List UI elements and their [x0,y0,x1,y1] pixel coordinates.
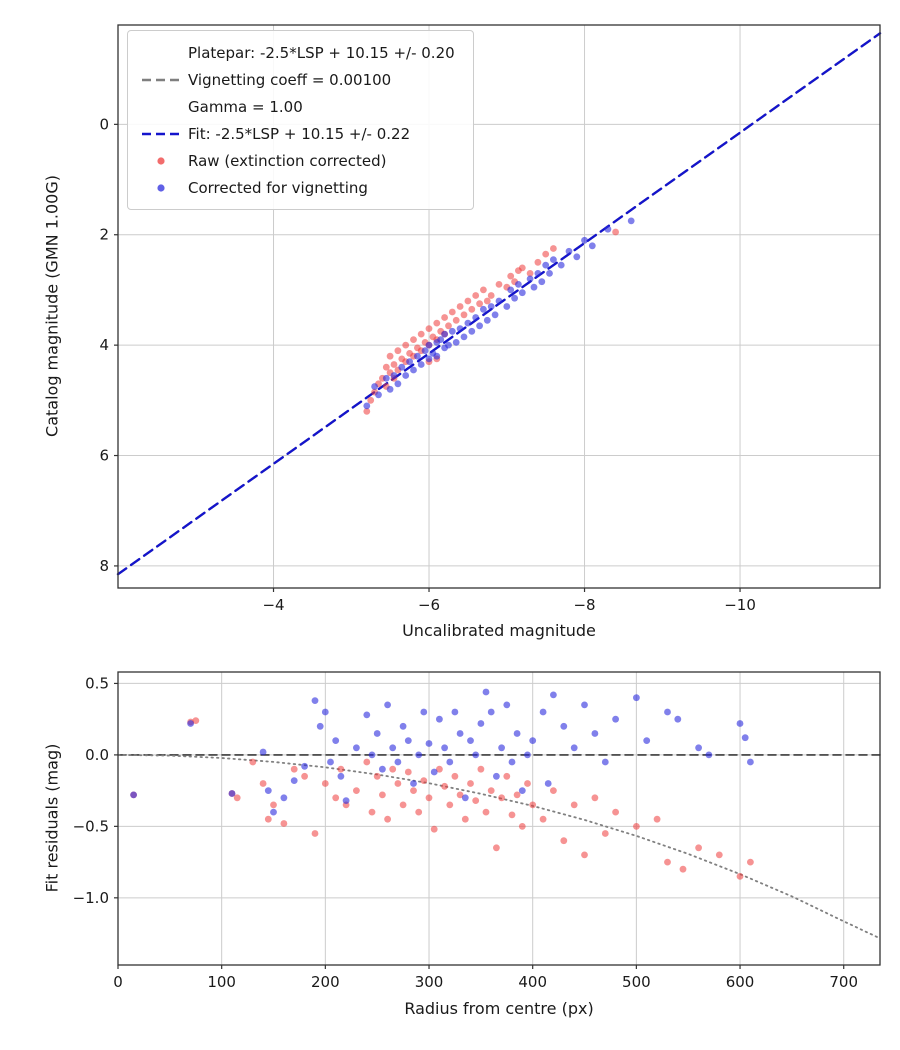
legend-row-platepar: Platepar: -2.5*LSP + 10.15 +/- 0.20 [138,39,455,66]
bottom-plot-xlabel: Radius from centre (px) [404,999,594,1018]
svg-text:4: 4 [99,336,109,354]
svg-text:−8: −8 [573,596,595,614]
red-dot-marker-icon [138,155,184,167]
svg-text:6: 6 [99,447,109,465]
vignetting-corrected-points [363,217,635,410]
svg-text:700: 700 [829,973,858,991]
tick-labels: −4 −6 −8 −10 0 2 4 6 8 [99,115,755,614]
blue-dashed-line-icon [138,128,184,140]
svg-text:500: 500 [622,973,651,991]
legend-label: Corrected for vignetting [188,178,368,197]
raw-points [363,228,619,415]
legend-label: Vignetting coeff = 0.00100 [188,70,392,89]
top-plot-ylabel: Catalog magnitude (GMN 1.00G) [42,175,62,437]
legend-row-fit: Fit: -2.5*LSP + 10.15 +/- 0.22 [138,120,455,147]
legend-label: Platepar: -2.5*LSP + 10.15 +/- 0.20 [188,43,455,62]
svg-text:0.0: 0.0 [85,746,109,764]
blue-dot-marker-icon [138,182,184,194]
svg-text:−10: −10 [724,596,756,614]
axes-spines [117,24,881,589]
svg-text:−6: −6 [418,596,440,614]
legend-row-gamma: Gamma = 1.00 [138,93,455,120]
svg-text:−0.5: −0.5 [73,817,109,835]
svg-text:0: 0 [99,115,109,133]
svg-text:200: 200 [311,973,340,991]
tick-labels: 0 100 200 300 400 500 600 700 0.5 0.0 −0.5 −1.0 [73,674,858,991]
legend-label: Raw (extinction corrected) [188,151,387,170]
plot-0: −4 −6 −8 −10 0 2 4 6 8 [99,24,882,614]
svg-text:−1.0: −1.0 [73,889,109,907]
svg-text:400: 400 [518,973,547,991]
corrected-residual-points [130,688,754,816]
legend-row-vignetting-coeff: Vignetting coeff = 0.00100 [138,66,455,93]
svg-text:−4: −4 [262,596,284,614]
gray-dashed-line-icon [138,74,184,86]
svg-text:0.5: 0.5 [85,674,109,692]
svg-text:600: 600 [726,973,755,991]
plot-1: 0 100 200 300 400 500 600 700 0.5 0.0 −0.5 −1.0 [73,671,881,991]
svg-text:300: 300 [415,973,444,991]
svg-text:100: 100 [207,973,236,991]
legend-row-raw: Raw (extinction corrected) [138,147,455,174]
bottom-plot-ylabel: Fit residuals (mag) [42,743,62,893]
legend-label: Fit: -2.5*LSP + 10.15 +/- 0.22 [188,124,411,143]
top-plot-xlabel: Uncalibrated magnitude [402,621,596,640]
raw-residual-points [130,717,754,880]
legend: Platepar: -2.5*LSP + 10.15 +/- 0.20 Vign… [127,30,474,210]
legend-label: Gamma = 1.00 [188,97,303,116]
svg-text:8: 8 [99,557,109,575]
vignetting-model-curve [117,754,879,939]
axes-spines [117,671,881,966]
svg-text:2: 2 [99,226,109,244]
svg-text:0: 0 [113,973,123,991]
legend-row-corrected: Corrected for vignetting [138,174,455,201]
grid [117,672,880,965]
